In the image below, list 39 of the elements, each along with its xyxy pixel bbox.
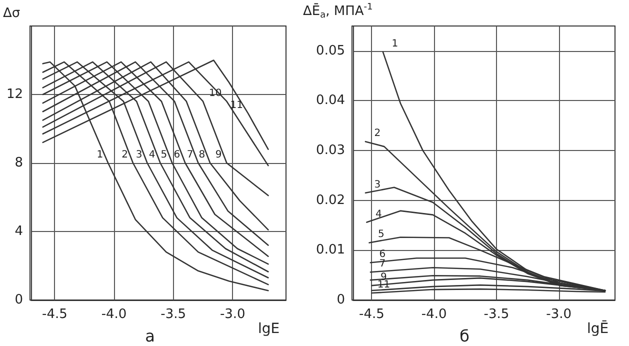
x-tick-label: -4.0 bbox=[421, 307, 447, 322]
x-tick-label: -3.0 bbox=[220, 307, 246, 322]
series-label: 9 bbox=[215, 150, 222, 160]
series-label: 6 bbox=[379, 249, 386, 260]
text: а bbox=[145, 326, 155, 346]
x-tick-label: -4.5 bbox=[42, 307, 68, 322]
y-tick-label: 0.05 bbox=[316, 43, 345, 58]
y-tick-label: 0.04 bbox=[316, 93, 345, 108]
y-tick-label: 0.02 bbox=[316, 192, 345, 208]
series-label: 4 bbox=[376, 208, 382, 220]
x-tick-label: -4.5 bbox=[359, 307, 384, 322]
series-label: 2 bbox=[122, 150, 128, 160]
y-tick-label: 4 bbox=[14, 224, 23, 239]
y-tick-label: 0.03 bbox=[316, 143, 345, 158]
y-tick-label: 12 bbox=[6, 87, 23, 102]
series-label: 1 bbox=[392, 38, 398, 50]
series-label: 7 bbox=[379, 258, 386, 270]
x-tick-label: -3.5 bbox=[484, 307, 510, 322]
x-axis-title: lgE bbox=[258, 321, 280, 337]
series-label: 5 bbox=[378, 229, 384, 240]
series-label: 1 bbox=[96, 150, 104, 160]
series-label: 2 bbox=[374, 128, 381, 140]
series-label: 3 bbox=[374, 179, 381, 190]
x-tick-label: -3.0 bbox=[546, 307, 572, 322]
y-tick-label: 0 bbox=[336, 292, 345, 308]
series-label: 5 bbox=[160, 150, 168, 160]
series-label: 8 bbox=[198, 150, 206, 160]
y-tick-label: 0.01 bbox=[316, 242, 345, 258]
y-tick-label: 8 bbox=[14, 156, 23, 170]
x-tick-label: -4.0 bbox=[101, 307, 127, 322]
series-label: 7 bbox=[186, 150, 194, 160]
series-label: 6 bbox=[174, 150, 180, 160]
y-axis-title: Δσ bbox=[3, 6, 20, 21]
y-tick-label: 0 bbox=[14, 292, 23, 308]
series-label: 3 bbox=[136, 150, 142, 160]
x-axis-title: lgĒ bbox=[587, 320, 609, 337]
series-label: 4 bbox=[148, 150, 156, 160]
text: б bbox=[460, 326, 470, 346]
x-tick-label: -3.5 bbox=[160, 307, 186, 322]
